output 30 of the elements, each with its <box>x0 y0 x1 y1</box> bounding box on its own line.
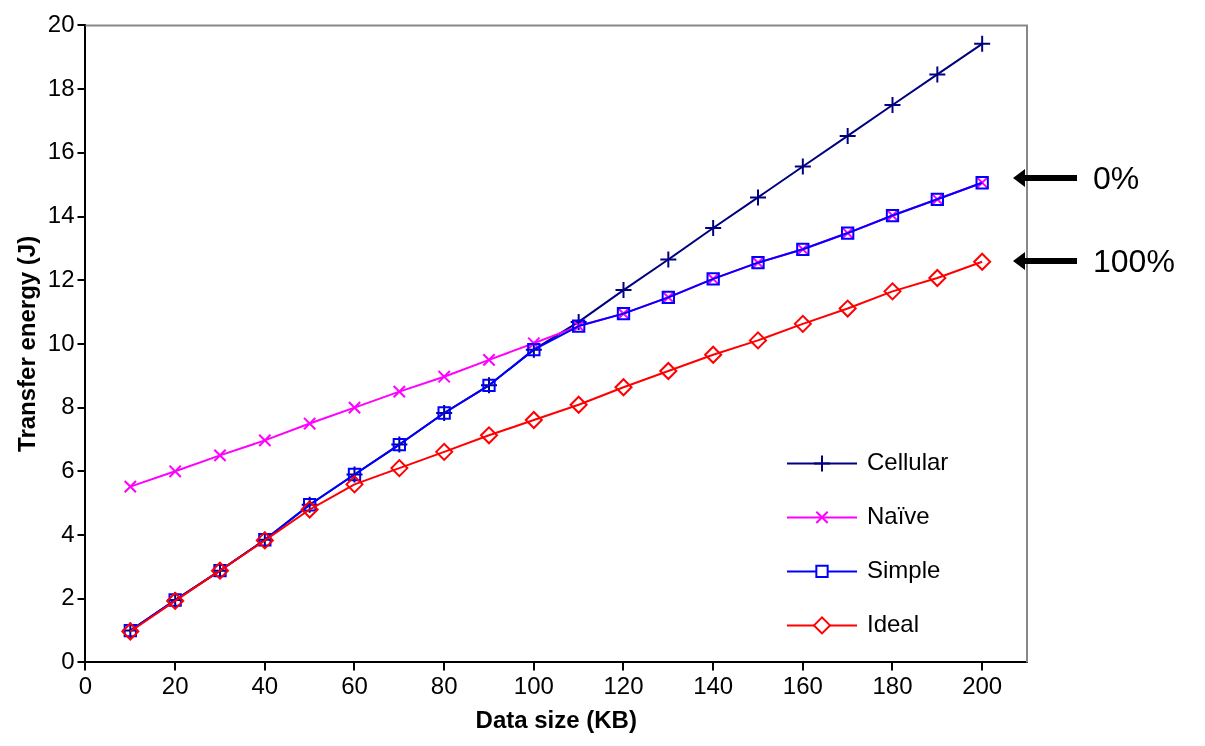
y-tick-label: 18 <box>47 73 75 101</box>
x-tick-label: 40 <box>251 672 279 700</box>
y-tick-label: 8 <box>61 392 75 420</box>
y-tick-label: 14 <box>47 201 75 229</box>
legend-label: Simple <box>867 556 941 584</box>
text: 100% <box>1093 243 1175 280</box>
y-tick-label: 10 <box>47 328 75 356</box>
y-tick-label: 20 <box>47 10 75 38</box>
x-tick-label: 100 <box>513 672 554 700</box>
y-tick-label: 2 <box>61 583 75 611</box>
y-tick-label: 12 <box>47 264 75 292</box>
x-tick-label: 120 <box>603 672 644 700</box>
x-tick-label: 140 <box>693 672 734 700</box>
x-tick-label: 20 <box>161 672 189 700</box>
x-tick-label: 80 <box>430 672 458 700</box>
legend-label: Ideal <box>867 610 920 638</box>
legend-label: Cellular <box>867 448 949 476</box>
x-tick-label: 0 <box>78 672 93 700</box>
x-tick-label: 180 <box>872 672 913 700</box>
x-tick-label: 200 <box>962 672 1003 700</box>
y-axis-title: Transfer energy (J) <box>13 235 41 452</box>
legend-label: Naïve <box>867 502 930 530</box>
y-tick-label: 4 <box>61 519 75 547</box>
x-tick-label: 60 <box>341 672 368 700</box>
y-tick-label: 16 <box>47 137 75 165</box>
y-tick-label: 0 <box>61 647 75 675</box>
x-tick-label: 160 <box>782 672 823 700</box>
y-tick-label: 6 <box>61 455 75 483</box>
text: 0% <box>1093 160 1140 197</box>
x-axis-title: Data size (KB) <box>475 706 637 734</box>
